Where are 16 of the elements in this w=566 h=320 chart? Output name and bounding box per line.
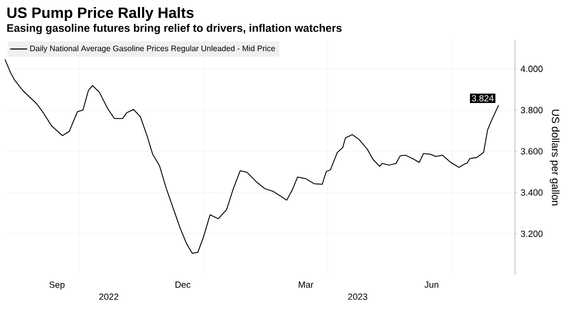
y-tick-label: 4.000 (520, 66, 543, 72)
y-tick-label: 3.600 (520, 148, 543, 154)
line-series (4, 58, 500, 254)
text: 2022 (99, 294, 118, 300)
x-tick-label: Sep (49, 282, 65, 290)
y-axis-title: US dollars per gallon (550, 110, 560, 206)
x-tick-label: Dec (176, 282, 190, 288)
y-tick-label: 3.400 (520, 189, 543, 196)
text: 2023 (348, 294, 368, 300)
x-tick-label: Jun (424, 282, 438, 288)
chart-title: US Pump Price Rally Halts (7, 7, 194, 21)
annotation: 3.824 (472, 95, 494, 102)
chart-subtitle: Easing gasoline futures bring relief to drivers, inflation watchers (7, 24, 342, 34)
x-tick-label: Mar (298, 282, 314, 288)
y-tick-label: 3.200 (520, 230, 543, 237)
y-tick-label: 3.800 (520, 106, 543, 114)
